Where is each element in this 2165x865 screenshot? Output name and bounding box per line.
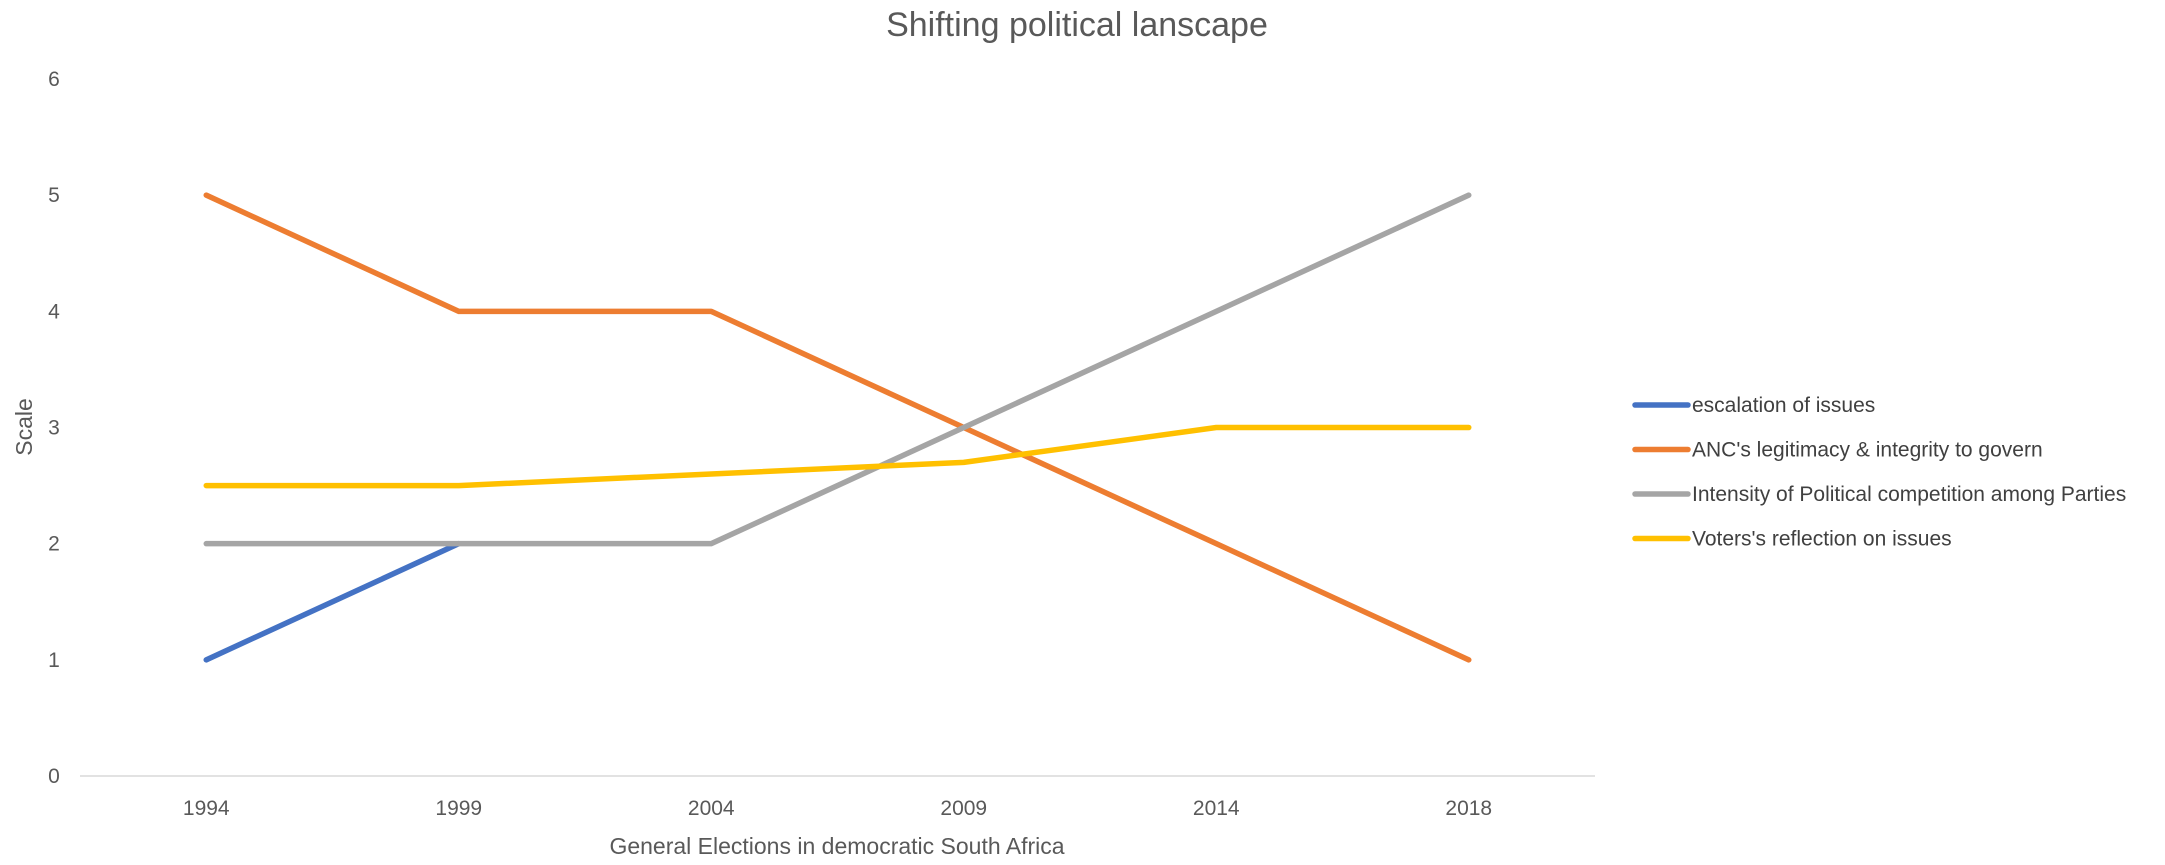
x-tick-label: 2014 bbox=[1193, 797, 1240, 820]
y-tick-label: 5 bbox=[48, 184, 60, 207]
x-tick-label: 2009 bbox=[940, 797, 987, 820]
y-axis-title: Scale bbox=[11, 398, 37, 456]
y-tick-label: 0 bbox=[48, 765, 60, 788]
series-line-3 bbox=[203, 192, 1472, 547]
x-tick-label: 2004 bbox=[688, 797, 735, 820]
legend-label: Voters's reflection on issues bbox=[1692, 528, 1952, 551]
y-axis-ticks: 0 1 2 3 4 5 6 bbox=[48, 68, 60, 788]
x-tick-label: 1994 bbox=[183, 797, 230, 820]
y-tick-label: 2 bbox=[48, 533, 60, 556]
legend-label: Intensity of Political competition among… bbox=[1692, 483, 2126, 506]
chart-title: Shifting political lanscape bbox=[886, 6, 1268, 44]
series-line-4 bbox=[203, 424, 1472, 489]
y-tick-label: 3 bbox=[48, 417, 60, 440]
series-line-1 bbox=[203, 540, 462, 663]
legend: escalation of issues ANC's legitimacy & i… bbox=[1632, 394, 2126, 551]
x-tick-label: 2018 bbox=[1445, 797, 1492, 820]
y-tick-label: 6 bbox=[48, 68, 60, 91]
series-lines bbox=[203, 192, 1472, 663]
x-axis-title: General Elections in democratic South Af… bbox=[609, 833, 1064, 859]
legend-label: ANC's legitimacy & integrity to govern bbox=[1692, 439, 2043, 462]
y-tick-label: 1 bbox=[48, 649, 60, 672]
y-tick-label: 4 bbox=[48, 300, 60, 323]
x-tick-label: 1999 bbox=[435, 797, 482, 820]
legend-label: escalation of issues bbox=[1692, 394, 1875, 417]
x-axis-ticks: 1994 1999 2004 2009 2014 2018 bbox=[183, 797, 1492, 820]
series-line-2 bbox=[203, 192, 1472, 663]
